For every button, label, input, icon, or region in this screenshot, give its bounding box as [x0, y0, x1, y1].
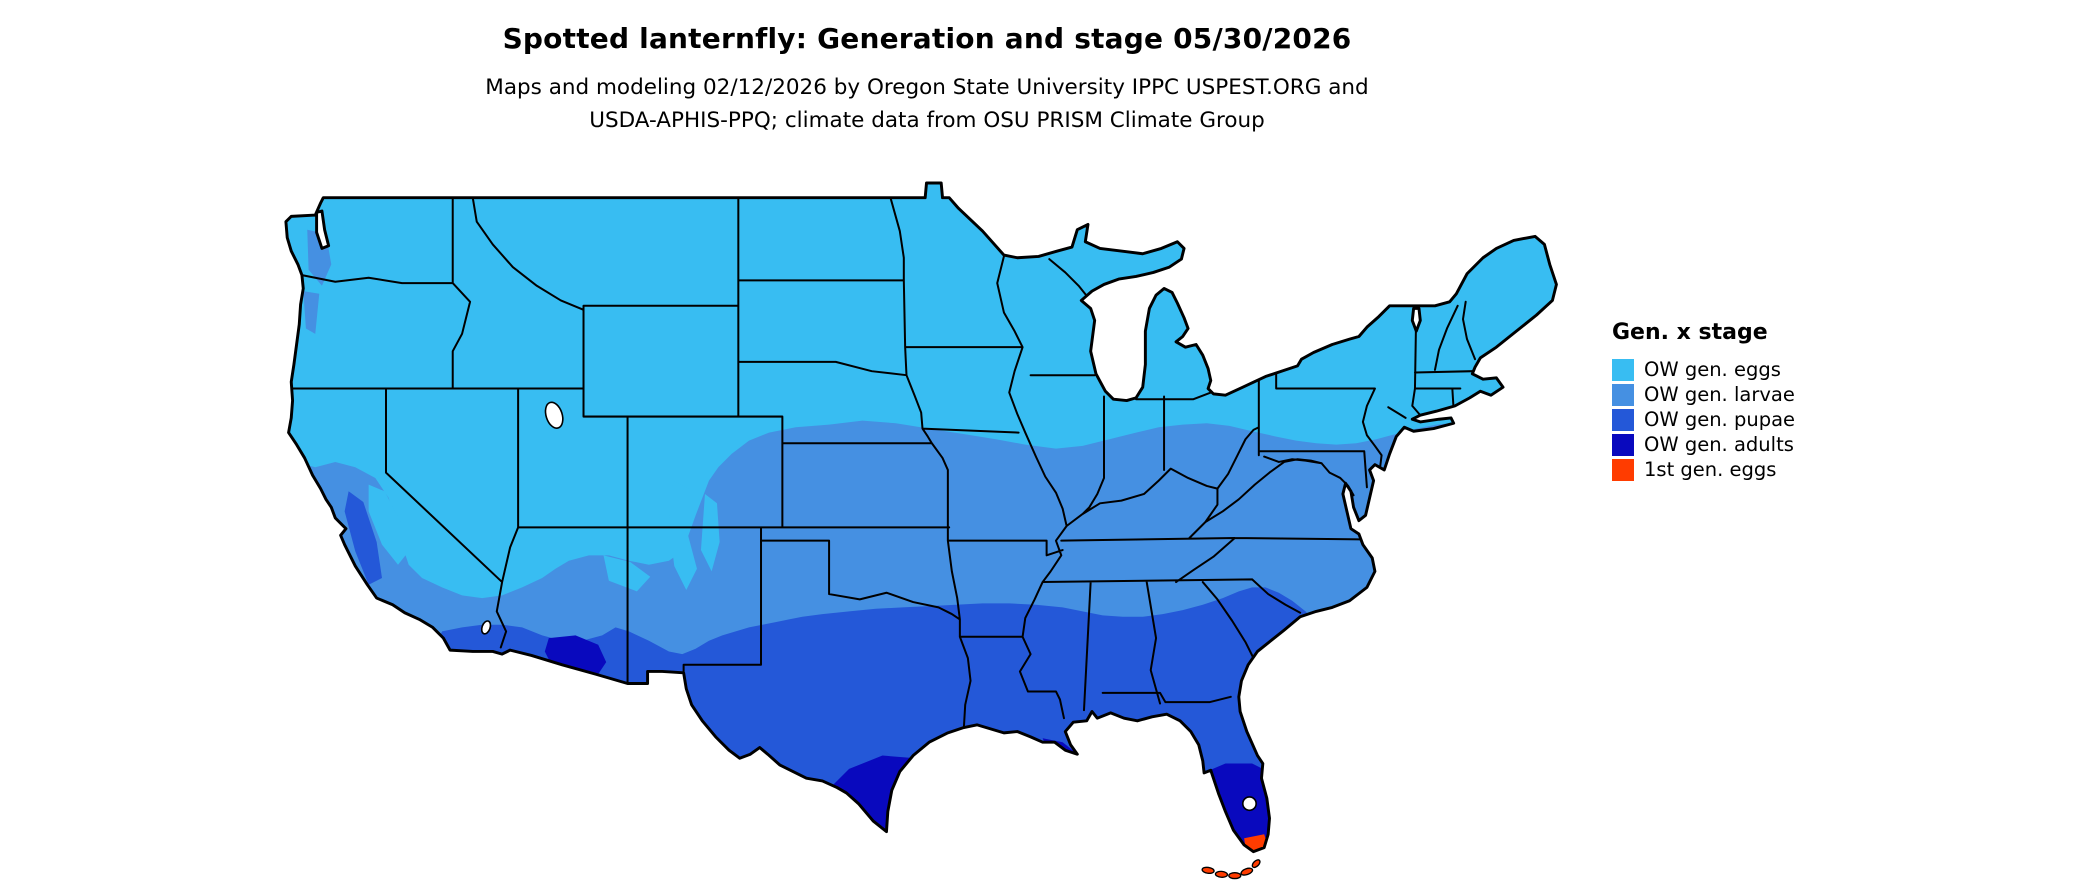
legend: Gen. x stage OW gen. eggs OW gen. larvae… — [1612, 320, 1795, 482]
lake-okeechobee — [1241, 796, 1257, 812]
subtitle-line-1: Maps and modeling 02/12/2026 by Oregon S… — [485, 75, 1369, 100]
legend-item-ow-larvae: OW gen. larvae — [1612, 382, 1795, 407]
legend-swatch-ow-larvae — [1612, 383, 1634, 406]
legend-label-ow-eggs: OW gen. eggs — [1644, 358, 1781, 381]
us-coastline-outline — [284, 181, 1558, 854]
inland-lakes — [480, 401, 1257, 812]
legend-label-ow-larvae: OW gen. larvae — [1644, 383, 1795, 406]
legend-swatch-ow-pupae — [1612, 408, 1634, 431]
page-title: Spotted lanternfly: Generation and stage… — [502, 22, 1352, 55]
legend-swatch-ow-eggs — [1612, 358, 1634, 381]
legend-label-1st-gen-eggs: 1st gen. eggs — [1644, 458, 1777, 481]
legend-item-ow-eggs: OW gen. eggs — [1612, 357, 1795, 382]
florida-keys — [1201, 859, 1261, 880]
great-salt-lake — [544, 401, 564, 429]
legend-swatch-ow-adults — [1612, 433, 1634, 456]
legend-title: Gen. x stage — [1612, 320, 1768, 345]
subtitle: Maps and modeling 02/12/2026 by Oregon S… — [0, 71, 1854, 137]
stage-patch-ow-eggs-mountains — [368, 480, 720, 592]
legend-swatch-1st-gen-eggs — [1612, 458, 1634, 481]
legend-item-ow-adults: OW gen. adults — [1612, 432, 1795, 457]
salton-sea — [480, 620, 492, 635]
legend-item-1st-gen-eggs: 1st gen. eggs — [1612, 457, 1795, 482]
us-map-panel — [275, 171, 1570, 885]
subtitle-line-2: USDA-APHIS-PPQ; climate data from OSU PR… — [589, 108, 1265, 133]
us-map-svg — [284, 181, 1558, 880]
legend-label-ow-pupae: OW gen. pupae — [1644, 408, 1796, 431]
legend-label-ow-adults: OW gen. adults — [1644, 433, 1794, 456]
header: Spotted lanternfly: Generation and stage… — [0, 22, 1854, 137]
state-borders — [291, 196, 1477, 729]
legend-item-ow-pupae: OW gen. pupae — [1612, 407, 1795, 432]
